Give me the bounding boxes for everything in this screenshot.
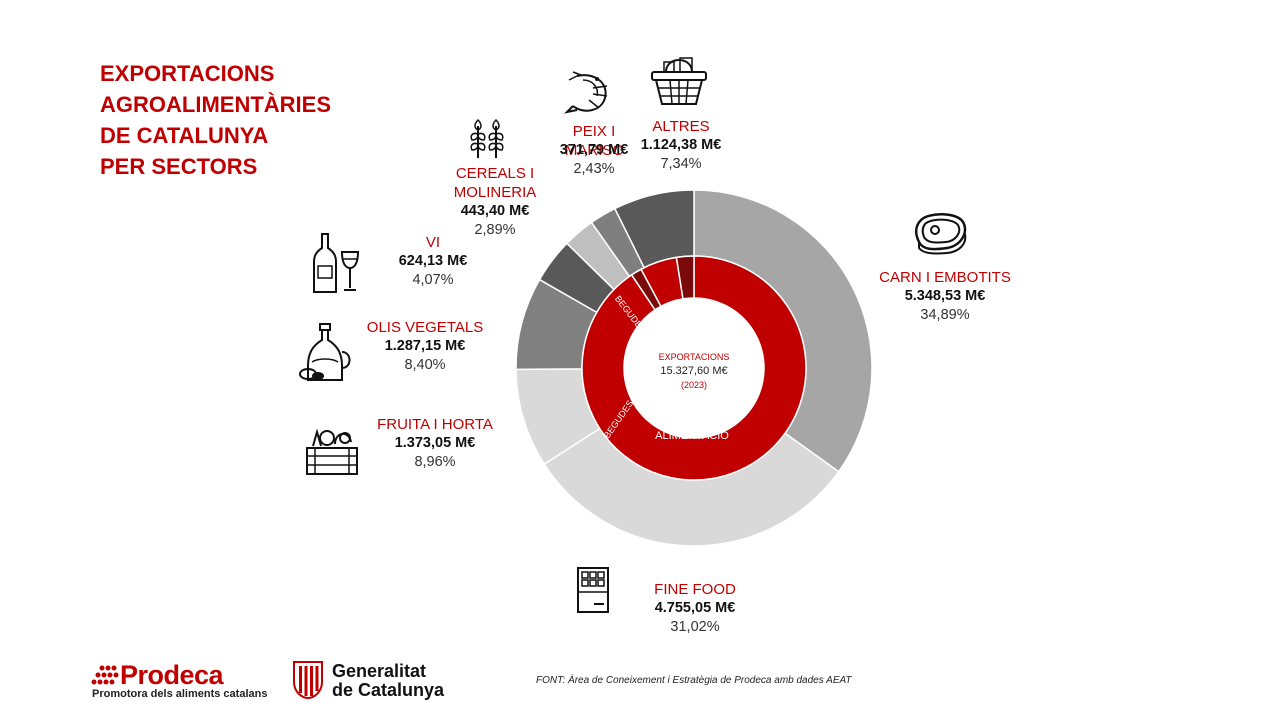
sector-percent: 2,89% — [474, 222, 516, 238]
title-line-4: PER SECTORS — [100, 154, 258, 179]
label-peix-i-marisc: PEIX I MARISC 371,79 M€ 2,43% — [548, 122, 640, 179]
sector-percent: 7,34% — [660, 156, 702, 172]
sector-percent: 8,96% — [414, 454, 456, 470]
sector-name: VI — [425, 234, 441, 251]
sector-name: CARN I EMBOTITS — [879, 269, 1011, 286]
prodeca-dots-icon — [91, 665, 119, 685]
generalitat-logo: Generalitat de Catalunya — [292, 658, 462, 702]
sector-name: CEREALS I — [455, 165, 535, 182]
sector-value: 5.348,53 M€ — [904, 288, 986, 304]
label-vi: VI 624,13 M€ 4,07% — [378, 233, 488, 290]
wheat-icon — [470, 118, 504, 158]
center-year: (2023) — [681, 380, 707, 390]
sector-percent: 31,02% — [670, 619, 720, 635]
sector-name: OLIS VEGETALS — [366, 319, 484, 336]
prodeca-tagline: Promotora dels aliments catalans — [92, 688, 268, 700]
label-altres: ALTRES 1.124,38 M€ 7,34% — [635, 117, 727, 174]
sector-value: 1.124,38 M€ — [640, 137, 722, 153]
steak-icon — [915, 213, 967, 255]
prodeca-logo: Prodeca Promotora dels aliments catalans — [90, 660, 280, 700]
label-cereals-i-molineria: CEREALS I MOLINERIA 443,40 M€ 2,89% — [440, 164, 550, 240]
sector-percent: 2,43% — [573, 161, 615, 177]
generalitat-line-2: de Catalunya — [332, 680, 445, 700]
sector-percent: 4,07% — [412, 272, 454, 288]
inner-label-alimentacio: ALIMENTACIÓ — [655, 429, 729, 442]
chocolate-bar-icon — [577, 567, 609, 613]
sector-name: MARISC — [564, 142, 624, 159]
chart-title: EXPORTACIONS AGROALIMENTÀRIES DE CATALUN… — [100, 58, 420, 182]
label-fruita-i-horta: FRUITA I HORTA 1.373,05 M€ 8,96% — [360, 415, 510, 472]
sector-name: MOLINERIA — [453, 184, 537, 201]
sector-name: FRUITA I HORTA — [377, 416, 493, 433]
center-total: 15.327,60 M€ — [660, 365, 727, 377]
prodeca-name: Prodeca — [120, 660, 224, 690]
vegetable-crate-icon — [306, 428, 358, 475]
generalitat-line-1: Generalitat — [332, 661, 427, 681]
generalitat-name: Generalitat de Catalunya — [332, 662, 444, 700]
center-label: EXPORTACIONS — [659, 352, 730, 362]
sector-value: 371,79 M€ — [559, 142, 629, 158]
sector-percent: 8,40% — [404, 357, 446, 373]
title-line-3: DE CATALUNYA — [100, 123, 269, 148]
oil-bottle-icon — [299, 323, 351, 381]
inner-ring — [581, 255, 807, 481]
sector-name: ALTRES — [652, 118, 710, 135]
basket-icon — [651, 57, 707, 105]
sector-value: 443,40 M€ — [460, 203, 530, 219]
label-fine-food: FINE FOOD 4.755,05 M€ 31,02% — [620, 580, 770, 637]
title-line-2: AGROALIMENTÀRIES — [100, 92, 331, 117]
label-olis-vegetals: OLIS VEGETALS 1.287,15 M€ 8,40% — [350, 318, 500, 375]
sector-value: 4.755,05 M€ — [654, 600, 736, 616]
shrimp-icon — [563, 71, 608, 114]
sector-value: 624,13 M€ — [398, 253, 468, 269]
generalitat-shield-icon — [293, 661, 323, 700]
sector-name: PEIX I — [572, 123, 616, 140]
sector-value: 1.287,15 M€ — [384, 338, 466, 354]
outer-ring — [515, 189, 873, 547]
center-hole — [624, 298, 764, 438]
title-line-1: EXPORTACIONS — [100, 61, 275, 86]
sector-percent: 34,89% — [920, 307, 970, 323]
source-note: FONT: Àrea de Coneixement i Estratègia d… — [536, 675, 852, 686]
label-carn-i-embotits: CARN I EMBOTITS 5.348,53 M€ 34,89% — [860, 268, 1030, 325]
sector-value: 1.373,05 M€ — [394, 435, 476, 451]
sector-name: FINE FOOD — [654, 581, 736, 598]
wine-bottle-icon — [313, 233, 360, 293]
